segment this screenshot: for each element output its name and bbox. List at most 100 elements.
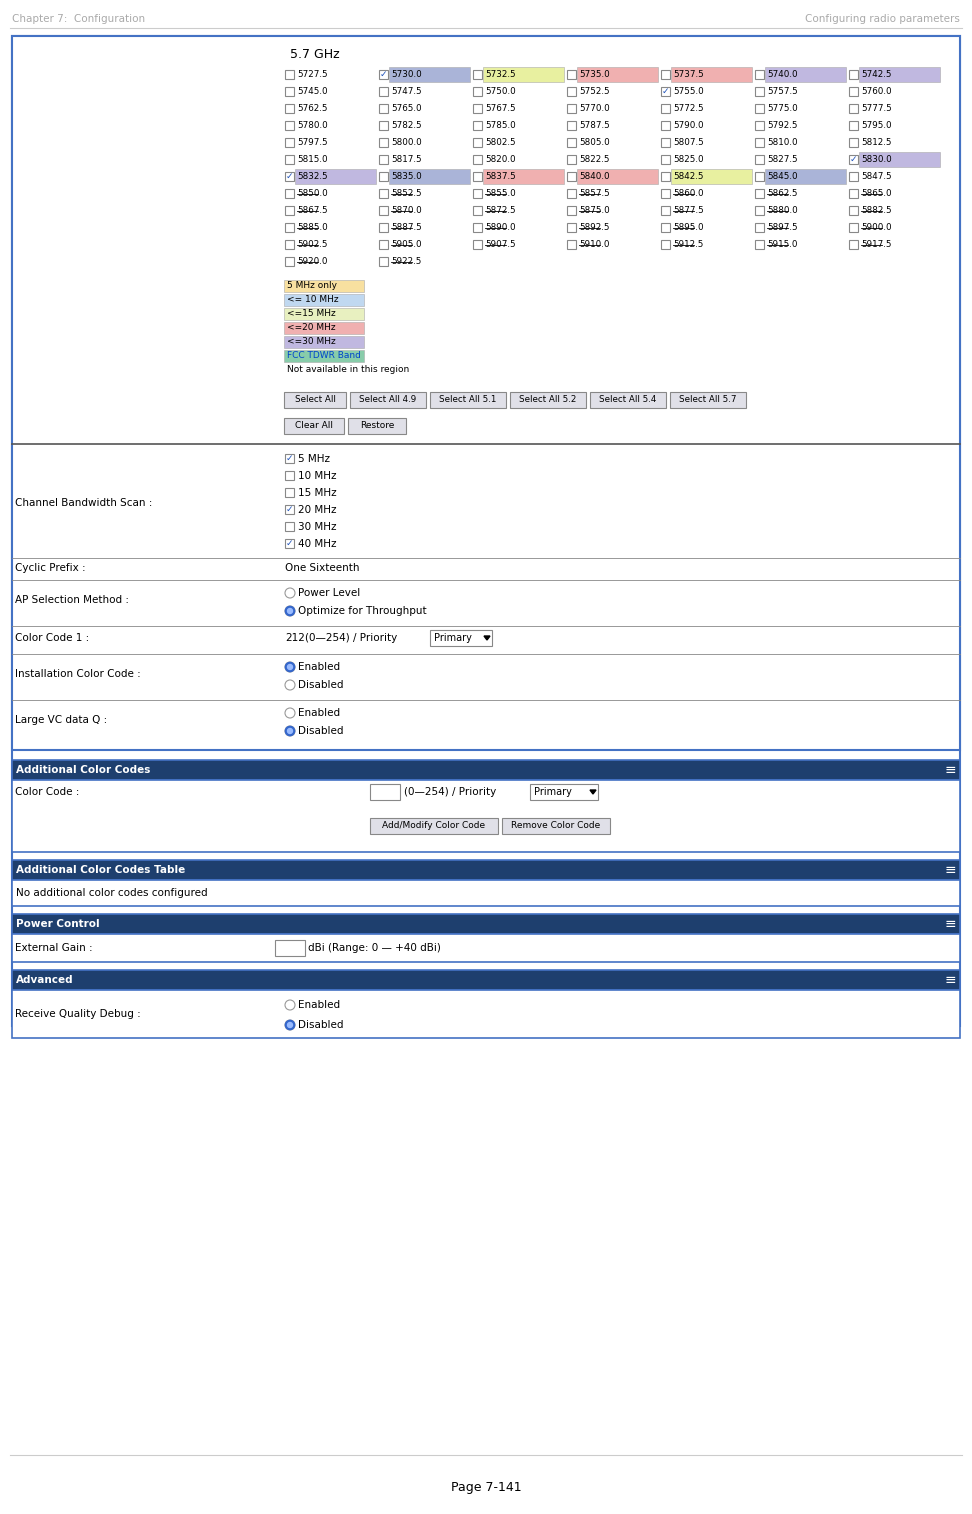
Text: 5842.5: 5842.5	[673, 173, 704, 182]
Bar	[379, 189, 388, 198]
Text: No additional color codes configured: No additional color codes configured	[16, 889, 208, 898]
Bar	[12, 934, 960, 961]
Text: ✓: ✓	[286, 506, 294, 513]
Bar	[389, 170, 470, 185]
Text: 5877.5: 5877.5	[673, 206, 704, 215]
Text: Cyclic Prefix :: Cyclic Prefix :	[15, 563, 86, 572]
Bar	[661, 86, 670, 95]
Bar	[661, 138, 670, 147]
Bar	[430, 392, 506, 407]
Bar	[567, 173, 576, 182]
Text: 5865.0: 5865.0	[861, 189, 891, 198]
Text: 5 MHz only: 5 MHz only	[287, 282, 337, 291]
Bar	[12, 880, 960, 905]
Bar	[473, 70, 482, 79]
Bar	[285, 138, 294, 147]
Text: Page 7-141: Page 7-141	[451, 1481, 521, 1493]
Text: 5762.5: 5762.5	[297, 104, 328, 114]
Bar	[285, 539, 294, 548]
Text: 5850.0: 5850.0	[297, 189, 328, 198]
Bar	[755, 173, 764, 182]
Bar	[370, 784, 400, 799]
Bar	[284, 307, 364, 319]
Text: 5770.0: 5770.0	[579, 104, 609, 114]
Bar	[285, 154, 294, 164]
Bar	[849, 121, 858, 130]
Text: ✓: ✓	[662, 86, 670, 95]
Text: <=15 MHz: <=15 MHz	[287, 309, 335, 318]
Bar	[567, 70, 576, 79]
Bar	[661, 206, 670, 215]
Bar	[12, 36, 960, 749]
Text: Configuring radio parameters: Configuring radio parameters	[805, 14, 960, 24]
Bar	[849, 206, 858, 215]
Bar	[473, 223, 482, 232]
Text: 5855.0: 5855.0	[485, 189, 516, 198]
Text: 5807.5: 5807.5	[673, 138, 704, 147]
Text: 5737.5: 5737.5	[673, 70, 704, 79]
Bar	[755, 154, 764, 164]
Text: 5802.5: 5802.5	[485, 138, 515, 147]
Bar	[379, 257, 388, 266]
Text: 5812.5: 5812.5	[861, 138, 891, 147]
Text: 5912.5: 5912.5	[673, 241, 704, 248]
Bar	[285, 121, 294, 130]
Text: Advanced: Advanced	[16, 975, 74, 986]
Bar	[661, 121, 670, 130]
Bar	[285, 223, 294, 232]
Text: 5860.0: 5860.0	[673, 189, 704, 198]
Bar	[567, 241, 576, 248]
Circle shape	[286, 1020, 295, 1030]
Text: ✓: ✓	[286, 173, 294, 182]
Text: 5765.0: 5765.0	[391, 104, 422, 114]
Text: Select All 5.7: Select All 5.7	[679, 395, 737, 404]
Bar	[295, 170, 376, 185]
Bar	[849, 154, 858, 164]
Bar	[567, 86, 576, 95]
Bar	[285, 471, 294, 480]
Bar	[577, 67, 658, 82]
Text: ✓: ✓	[286, 454, 294, 463]
Text: 5880.0: 5880.0	[767, 206, 798, 215]
Bar	[379, 223, 388, 232]
Bar	[849, 86, 858, 95]
Text: 5757.5: 5757.5	[767, 86, 798, 95]
Text: Power Level: Power Level	[298, 587, 361, 598]
Bar	[285, 454, 294, 463]
Text: 5867.5: 5867.5	[297, 206, 328, 215]
Bar	[661, 223, 670, 232]
Text: 5870.0: 5870.0	[391, 206, 422, 215]
Bar	[755, 70, 764, 79]
Bar	[661, 154, 670, 164]
Text: 5810.0: 5810.0	[767, 138, 798, 147]
Text: 5797.5: 5797.5	[297, 138, 328, 147]
Text: Disabled: Disabled	[298, 727, 343, 736]
Text: 5775.0: 5775.0	[767, 104, 798, 114]
Text: 15 MHz: 15 MHz	[298, 488, 336, 498]
Bar	[379, 86, 388, 95]
Text: 5.7 GHz: 5.7 GHz	[290, 48, 339, 61]
Bar	[285, 173, 294, 182]
Text: Color Code 1 :: Color Code 1 :	[15, 633, 89, 643]
Text: 5845.0: 5845.0	[767, 173, 798, 182]
Bar	[275, 940, 305, 955]
Bar	[755, 138, 764, 147]
Bar	[510, 392, 586, 407]
Bar	[12, 914, 960, 934]
Text: 5767.5: 5767.5	[485, 104, 515, 114]
Text: External Gain :: External Gain :	[15, 943, 92, 952]
Bar	[661, 104, 670, 114]
Text: 5732.5: 5732.5	[485, 70, 515, 79]
Text: 5900.0: 5900.0	[861, 223, 891, 232]
Text: Enabled: Enabled	[298, 662, 340, 672]
Polygon shape	[484, 636, 490, 640]
Text: 5895.0: 5895.0	[673, 223, 704, 232]
Bar	[661, 173, 670, 182]
Text: Additional Color Codes Table: Additional Color Codes Table	[16, 864, 186, 875]
Text: Receive Quality Debug :: Receive Quality Debug :	[15, 1008, 141, 1019]
Text: dBi (Range: 0 — +40 dBi): dBi (Range: 0 — +40 dBi)	[308, 943, 441, 952]
Text: 5782.5: 5782.5	[391, 121, 422, 130]
Text: 5882.5: 5882.5	[861, 206, 891, 215]
Bar	[755, 86, 764, 95]
Bar	[661, 189, 670, 198]
